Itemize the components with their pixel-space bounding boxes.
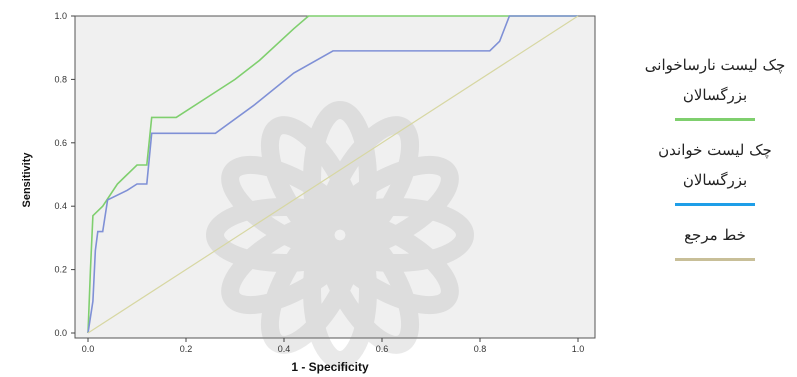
y-axis-title: Sensitivity [21,152,33,208]
watermark-petal [316,198,474,272]
y-tick-label: 0.6 [54,138,67,148]
x-axis-title: 1 - Specificity [291,360,369,374]
legend-label: چک لیست نارساخوانی بزرگسالان [644,56,786,104]
watermark-rosette [206,101,474,369]
legend-swatch [675,203,755,206]
reference-line [87,15,579,334]
x-tick-label: 0.0 [82,344,95,354]
y-tick-label: 0.2 [54,265,67,275]
legend-label: خط مرجع [684,226,746,244]
legend-item-reading: چک لیست خواندن بزرگسالان [640,135,790,206]
roc-chart: 0.0 0.2 0.4 0.6 0.8 1.0 0.0 0.2 0.4 0.6 0.8 1.0 1 -… [21,11,596,374]
watermark-petal [206,198,364,272]
watermark-petal [221,210,364,315]
legend: چک لیست نارساخوانی بزرگسالان چک لیست خوا… [640,50,790,275]
y-tick-label: 1.0 [54,11,67,21]
legend-item-reference: خط مرجع [640,220,790,261]
legend-swatch [675,118,755,121]
y-tick-label: 0.8 [54,74,67,84]
y-tick-label: 0.0 [54,328,67,338]
legend-label: چک لیست خواندن بزرگسالان [658,141,772,189]
watermark-petal [260,116,365,259]
watermark-petal [315,211,420,354]
x-tick-label: 1.0 [572,344,585,354]
ticks-layer: 0.0 0.2 0.4 0.6 0.8 1.0 0.0 0.2 0.4 0.6 0.8 1.0 [54,11,584,354]
reading-checklist-curve [87,15,578,334]
x-tick-label: 0.4 [278,344,291,354]
watermark-petal [316,210,459,315]
y-tick-label: 0.4 [54,201,67,211]
plot-area [74,15,596,339]
watermark-petal [260,211,365,354]
watermark-petal [303,211,377,369]
x-tick-label: 0.8 [474,344,487,354]
watermark-petal [315,116,420,259]
x-tick-label: 0.2 [180,344,193,354]
watermark-petal [303,101,377,259]
dyslexia-checklist-curve [87,15,578,334]
legend-swatch [675,258,755,261]
watermark-petal [316,155,459,260]
legend-item-dyslexia: چک لیست نارساخوانی بزرگسالان [640,50,790,121]
curves-layer [87,15,579,334]
x-tick-label: 0.6 [376,344,389,354]
watermark-petal [221,155,364,260]
